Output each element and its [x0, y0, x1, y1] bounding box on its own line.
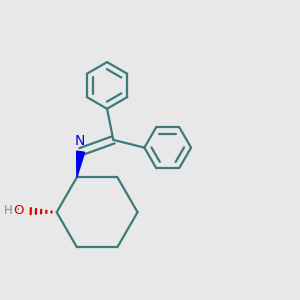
- Text: N: N: [74, 134, 85, 148]
- Polygon shape: [76, 151, 85, 177]
- Text: H: H: [4, 205, 13, 218]
- Text: ·: ·: [16, 203, 20, 217]
- Text: O: O: [14, 205, 24, 218]
